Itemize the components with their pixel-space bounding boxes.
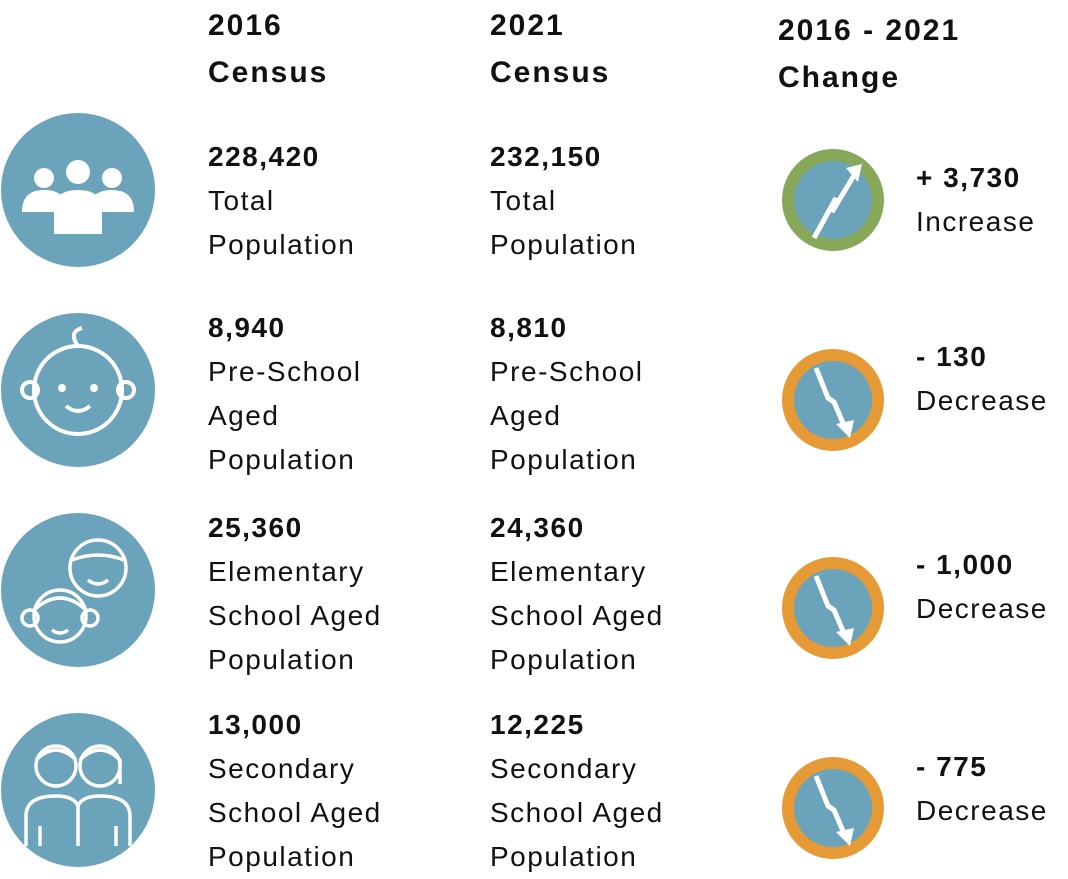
trend-arrow — [813, 367, 849, 431]
count: 24,360 — [490, 512, 585, 543]
change-value: - 775 — [916, 751, 988, 782]
count-label: School Aged — [208, 797, 382, 828]
arrow-head — [836, 828, 854, 846]
count: 232,150 — [490, 141, 602, 172]
count: 8,810 — [490, 312, 568, 343]
count: 12,225 — [490, 709, 585, 740]
change-value: + 3,730 — [916, 162, 1021, 193]
change-cell: - 130 Decrease — [916, 335, 1048, 423]
count-label: School Aged — [490, 600, 664, 631]
count-label: Population — [208, 229, 356, 260]
arrow-head — [836, 420, 854, 438]
count: 8,940 — [208, 312, 286, 343]
count-label: Population — [208, 644, 356, 675]
count-label: School Aged — [490, 797, 664, 828]
count: 13,000 — [208, 709, 303, 740]
header-2021: 2021 Census — [490, 2, 610, 96]
header-line: Census — [490, 56, 611, 89]
count-label: Elementary — [490, 556, 647, 587]
trend-arrow — [813, 575, 849, 639]
baby-icon — [1, 313, 155, 467]
count: 25,360 — [208, 512, 303, 543]
header-line: 2016 — [208, 9, 283, 42]
header-line: 2016 - 2021 — [778, 14, 961, 47]
trend-arrow — [811, 170, 859, 240]
count-label: Population — [208, 444, 356, 475]
census-cell: 12,225 Secondary School Aged Population — [490, 703, 664, 879]
count-label: Elementary — [208, 556, 365, 587]
population-icon — [1, 113, 155, 267]
header-change: 2016 - 2021 Change — [778, 7, 960, 101]
change-label: Decrease — [916, 795, 1048, 826]
count-label: Population — [490, 841, 638, 872]
census-cell: 228,420 Total Population — [208, 135, 355, 267]
census-cell: 13,000 Secondary School Aged Population — [208, 703, 382, 879]
change-label: Decrease — [916, 593, 1048, 624]
count: 228,420 — [208, 141, 320, 172]
teens-icon — [1, 713, 155, 867]
count-label: Pre-School — [208, 356, 362, 387]
header-line: 2021 — [490, 9, 565, 42]
count-label: Population — [490, 229, 638, 260]
trend-arrow — [813, 775, 849, 839]
count-label: Aged — [490, 400, 562, 431]
census-cell: 8,940 Pre-School Aged Population — [208, 306, 362, 482]
arrow-head — [846, 164, 862, 182]
change-cell: - 1,000 Decrease — [916, 543, 1048, 631]
census-cell: 232,150 Total Population — [490, 135, 637, 267]
count-label: Total — [208, 185, 275, 216]
count-label: School Aged — [208, 600, 382, 631]
change-label: Decrease — [916, 385, 1048, 416]
census-cell: 8,810 Pre-School Aged Population — [490, 306, 644, 482]
header-line: Census — [208, 56, 329, 89]
count-label: Total — [490, 185, 557, 216]
kids-icon — [1, 513, 155, 667]
arrow-head — [836, 628, 854, 646]
header-2016: 2016 Census — [208, 2, 328, 96]
count-label: Population — [490, 644, 638, 675]
count-label: Population — [208, 841, 356, 872]
change-cell: + 3,730 Increase — [916, 156, 1035, 244]
census-cell: 24,360 Elementary School Aged Population — [490, 506, 664, 682]
header-line: Change — [778, 61, 901, 94]
change-value: - 130 — [916, 341, 988, 372]
change-value: - 1,000 — [916, 549, 1014, 580]
count-label: Aged — [208, 400, 280, 431]
change-label: Increase — [916, 206, 1036, 237]
census-cell: 25,360 Elementary School Aged Population — [208, 506, 382, 682]
count-label: Pre-School — [490, 356, 644, 387]
change-cell: - 775 Decrease — [916, 745, 1048, 833]
count-label: Population — [490, 444, 638, 475]
count-label: Secondary — [208, 753, 356, 784]
count-label: Secondary — [490, 753, 638, 784]
